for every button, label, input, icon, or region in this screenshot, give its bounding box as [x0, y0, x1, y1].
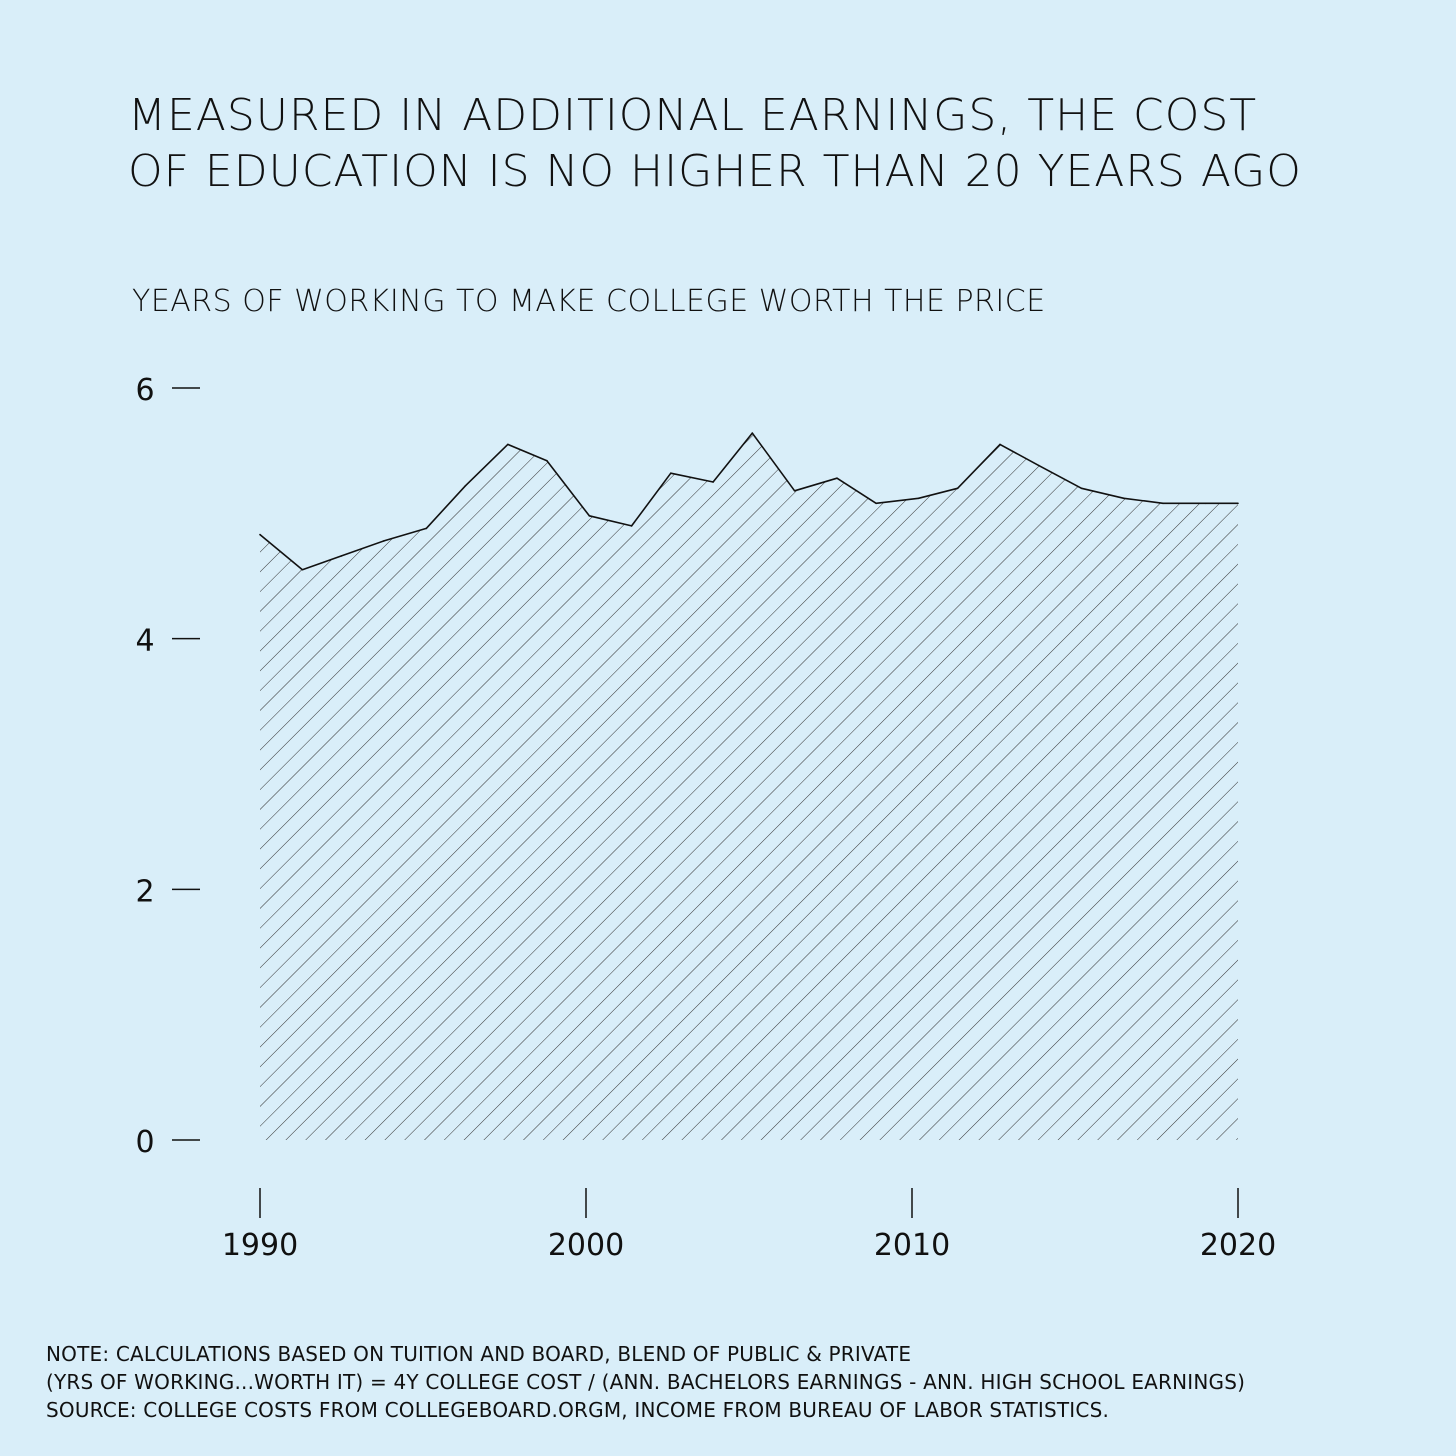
data-point	[875, 502, 877, 505]
y-tick-label: 2	[135, 874, 154, 909]
data-point	[340, 555, 343, 557]
x-axis: 1990 2000 2010 2020	[222, 1188, 1276, 1263]
data-point	[1204, 502, 1207, 505]
data-point	[630, 525, 633, 527]
footnote-line-3: SOURCE: COLLEGE COSTS FROM COLLEGEBOARD.…	[46, 1398, 1110, 1422]
x-tick-label: 1990	[222, 1228, 298, 1263]
chart-title: MEASURED IN ADDITIONAL EARNINGS, THE COS…	[128, 88, 1378, 200]
data-point	[425, 527, 428, 530]
data-point	[1237, 502, 1239, 505]
footnote-line-1: NOTE: CALCULATIONS BASED ON TUITION AND …	[46, 1342, 912, 1366]
data-point	[793, 490, 796, 492]
y-tick-label: 0	[135, 1125, 154, 1160]
data-point	[383, 540, 385, 542]
data-point	[301, 568, 304, 571]
footnote: NOTE: CALCULATIONS BASED ON TUITION AND …	[46, 1340, 1446, 1424]
data-point	[464, 485, 467, 487]
data-point	[588, 515, 591, 517]
chart-title-line-1: MEASURED IN ADDITIONAL EARNINGS, THE COS…	[128, 90, 1258, 141]
y-tick-label: 4	[135, 624, 154, 659]
data-point	[999, 443, 1001, 446]
chart-title-line-2: OF EDUCATION IS NO HIGHER THAN 20 YEARS …	[128, 146, 1302, 197]
data-point	[1123, 497, 1125, 500]
data-point	[712, 481, 714, 483]
data-point	[1038, 464, 1040, 467]
data-point	[751, 432, 754, 434]
x-tick-label: 2010	[874, 1228, 950, 1263]
x-tick-label: 2020	[1200, 1228, 1276, 1263]
data-point	[670, 472, 672, 475]
y-tick-label: 6	[135, 373, 154, 408]
footnote-line-2: (YRS OF WORKING...WORTH IT) = 4Y COLLEGE…	[46, 1370, 1246, 1394]
y-axis-label: YEARS OF WORKING TO MAKE COLLEGE WORTH T…	[132, 284, 1046, 319]
data-point	[956, 487, 959, 490]
data-point	[546, 459, 548, 462]
data-point	[917, 497, 920, 500]
data-point	[259, 533, 261, 536]
data-point	[507, 443, 509, 446]
area-chart: 0 2 4 6 1990 2000 2010 2020	[135, 373, 1276, 1263]
series-area	[260, 433, 1238, 1141]
plot-area	[259, 432, 1239, 1141]
y-axis: 0 2 4 6	[135, 373, 200, 1160]
x-tick-label: 2000	[548, 1228, 624, 1263]
data-point	[1080, 487, 1083, 490]
data-point	[836, 477, 838, 480]
data-point	[1162, 502, 1164, 505]
